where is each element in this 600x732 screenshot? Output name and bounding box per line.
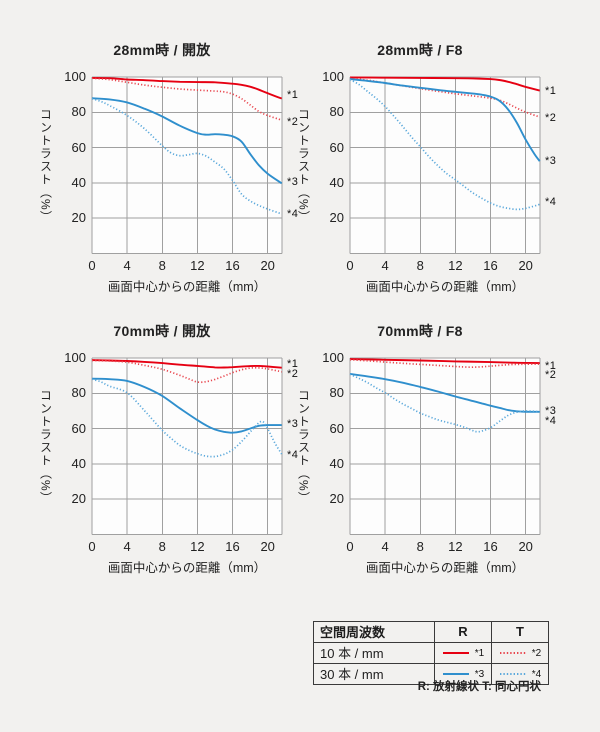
legend-header-radial: R [434,621,492,643]
y-tick-label: 60 [329,139,344,155]
y-tick-label: 40 [329,174,344,190]
plot-area [349,76,541,254]
x-tick-label: 16 [483,539,498,554]
x-tick-label: 4 [123,258,131,273]
series-label: *4 [287,207,299,220]
y-tick-label: 20 [71,210,86,226]
y-tick-label: 40 [71,455,86,471]
legend-swatch-solid-blue: *3 [442,668,485,680]
x-axis-label: 画面中心からの距離（mm） [365,561,525,575]
x-tick-label: 8 [416,539,424,554]
x-tick-label: 16 [483,258,498,273]
x-tick-label: 16 [225,258,240,273]
legend-header-tangential: T [491,621,549,643]
x-tick-label: 16 [225,539,240,554]
y-axis-label: コントラスト（%） [38,107,53,224]
x-tick-label: 20 [260,258,275,273]
legend-row-label: 30 本 / mm [313,663,435,685]
y-tick-label: 20 [329,491,344,507]
y-tick-label: 20 [329,210,344,226]
series-label: *3 [545,404,557,417]
series-label: *3 [287,418,299,431]
legend-row-10lpmm: 10 本 / mm *1 *2 [313,642,549,664]
plot-area [349,357,541,535]
series-label: *4 [545,196,557,209]
x-tick-label: 8 [416,258,424,273]
series-label: *1 [287,88,299,101]
x-tick-label: 12 [190,539,205,554]
series-label: *4 [545,415,557,428]
x-tick-label: 8 [158,539,166,554]
series-label: *4 [287,449,299,461]
y-tick-label: 20 [71,491,86,507]
series-label: *2 [287,115,299,128]
legend-table: 空間周波数 R T 10 本 / mm *1 *2 30 本 / mm *3 *… [313,621,549,685]
y-tick-label: 40 [329,455,344,471]
chart-70mm-f8: 70mm時 / F8 コントラスト（%） 画面中心からの距離（mm） *1 *2 *… [258,309,558,585]
x-tick-label: 20 [260,539,275,554]
x-axis-label: 画面中心からの距離（mm） [107,561,267,575]
series-label: *3 [545,154,557,167]
x-tick-label: 0 [88,258,96,273]
x-tick-label: 8 [158,258,166,273]
y-tick-label: 100 [322,350,344,365]
y-axis-label: コントラスト（%） [296,107,311,224]
series-label: *1 [287,358,299,371]
plot-area [91,76,283,254]
y-tick-label: 80 [329,104,344,120]
x-tick-label: 0 [88,539,96,554]
y-axis-label: コントラスト（%） [38,388,53,505]
y-tick-label: 100 [64,350,86,365]
legend-row-label: 10 本 / mm [313,642,435,664]
legend-swatch-solid-red: *1 [442,647,485,659]
plot-area [91,357,283,535]
y-tick-label: 40 [71,174,86,190]
legend-swatch-dotted-blue: *4 [499,668,542,680]
x-tick-label: 20 [518,258,533,273]
y-tick-label: 60 [71,420,86,436]
x-tick-label: 12 [448,539,463,554]
series-label: *1 [545,359,557,372]
y-tick-label: 80 [329,385,344,401]
y-tick-label: 60 [71,139,86,155]
x-tick-label: 4 [123,539,131,554]
x-tick-label: 0 [346,539,354,554]
series-label: *2 [545,368,557,381]
y-axis-label: コントラスト（%） [296,388,311,505]
chart-70mm-open: 70mm時 / 開放 コントラスト（%） 画面中心からの距離（mm） *1 *2 *… [0,309,300,585]
x-tick-label: 0 [346,258,354,273]
chart-title: 70mm時 / F8 [377,323,463,339]
legend-swatch-dotted-red: *2 [499,647,542,659]
series-label: *1 [545,85,557,97]
y-tick-label: 100 [64,69,86,84]
legend-row-30lpmm: 30 本 / mm *3 *4 [313,663,549,685]
chart-title: 70mm時 / 開放 [113,323,211,339]
legend-note: R: 放射線状 T: 同心円状 [417,681,541,693]
chart-title: 28mm時 / 開放 [113,42,211,58]
x-tick-label: 20 [518,539,533,554]
y-tick-label: 80 [71,385,86,401]
series-label: *2 [287,368,299,381]
legend-header-frequency: 空間周波数 [313,621,435,643]
x-tick-label: 12 [190,258,205,273]
x-tick-label: 4 [381,539,389,554]
chart-28mm-f8: 28mm時 / F8 コントラスト（%） 画面中心からの距離（mm） *1 *2 *… [258,28,558,304]
x-axis-label: 画面中心からの距離（mm） [365,280,525,294]
y-tick-label: 100 [322,69,344,84]
x-tick-label: 4 [381,258,389,273]
chart-title: 28mm時 / F8 [377,42,463,58]
x-axis-label: 画面中心からの距離（mm） [107,280,267,294]
series-label: *2 [545,111,557,124]
x-tick-label: 12 [448,258,463,273]
series-label: *3 [287,175,299,188]
chart-28mm-open: 28mm時 / 開放 コントラスト（%） 画面中心からの距離（mm） *1 *2 *… [0,28,300,304]
y-tick-label: 80 [71,104,86,120]
y-tick-label: 60 [329,420,344,436]
